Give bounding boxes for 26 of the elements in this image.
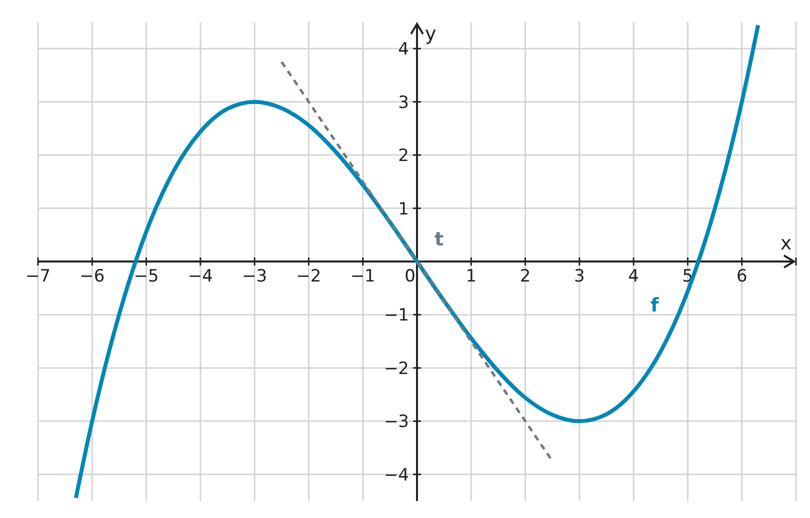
- y-tick-label: −1: [384, 306, 409, 326]
- x-tick-label: −1: [350, 266, 376, 286]
- x-tick-label: −7: [25, 266, 51, 286]
- x-tick-label: −5: [134, 266, 159, 286]
- x-tick-label: −2: [296, 266, 322, 286]
- y-tick-label: −2: [384, 358, 409, 379]
- y-tick-label: 3: [398, 92, 409, 113]
- x-tick-label: −3: [242, 266, 268, 286]
- x-tick-label: −4: [188, 266, 213, 286]
- y-axis-title: y: [425, 23, 436, 45]
- x-tick-label: 4: [628, 266, 639, 286]
- series-label: f: [650, 294, 660, 316]
- y-tick-label: 1: [398, 199, 409, 220]
- y-tick-label: 2: [398, 146, 409, 166]
- x-tick-label: 3: [574, 266, 585, 286]
- x-tick-label: −6: [80, 266, 105, 286]
- x-tick-label: 0: [404, 266, 416, 286]
- y-tick-label: −4: [384, 465, 409, 486]
- x-tick-label: 1: [466, 266, 477, 286]
- x-tick-label: 6: [736, 266, 748, 286]
- y-tick-label: 4: [398, 40, 409, 60]
- line-series: [74, 23, 760, 500]
- x-axis-title: x: [780, 232, 792, 254]
- series-label: t: [434, 228, 444, 250]
- x-tick-label: 2: [520, 266, 531, 286]
- y-tick-label: −3: [384, 412, 409, 432]
